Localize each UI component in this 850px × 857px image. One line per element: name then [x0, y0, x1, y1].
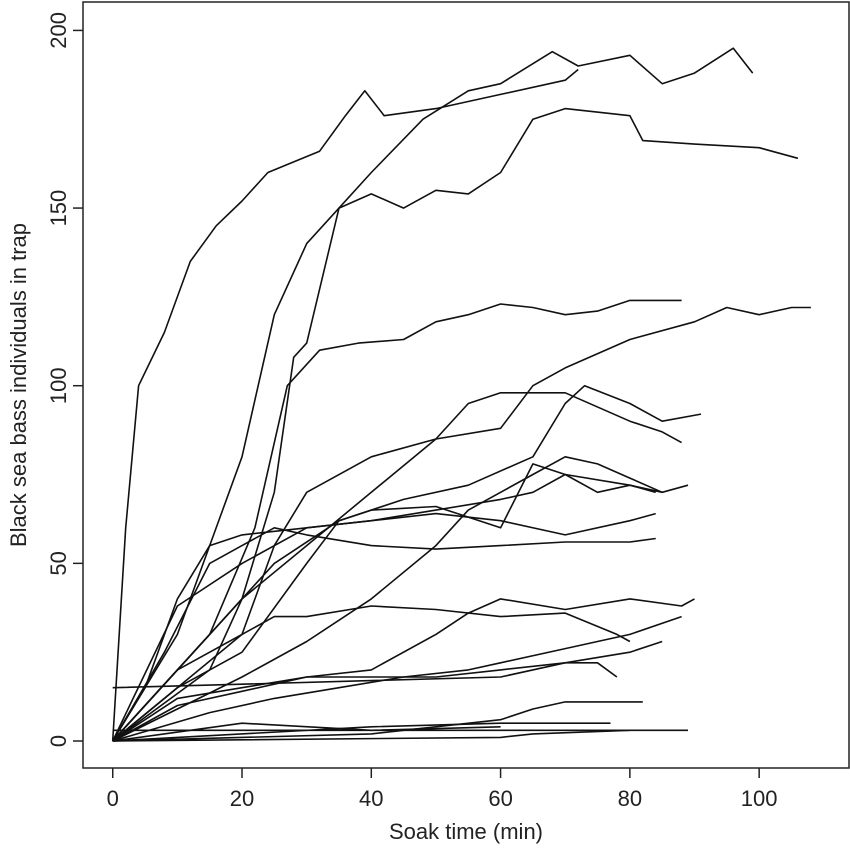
series-line [112, 306, 811, 742]
x-tick-label: 60 [488, 786, 512, 811]
series-line [112, 701, 643, 742]
series-line [112, 615, 682, 742]
y-tick-label: 50 [46, 551, 71, 575]
series-line [112, 605, 631, 742]
series-line [112, 722, 501, 742]
x-tick-label: 20 [230, 786, 254, 811]
x-tick-label: 40 [359, 786, 383, 811]
series-line [112, 640, 663, 689]
series-line [112, 512, 656, 742]
series-line [112, 729, 630, 742]
x-axis-title: Soak time (min) [389, 819, 543, 844]
plot-frame [82, 1, 850, 769]
y-tick-label: 0 [46, 735, 71, 747]
x-tick-label: 80 [618, 786, 642, 811]
x-tick-label: 0 [107, 786, 119, 811]
y-tick-label: 150 [46, 190, 71, 227]
series-line [112, 299, 682, 742]
series-line [112, 384, 702, 742]
series-line [112, 392, 682, 742]
series-line [112, 722, 611, 742]
x-tick-label: 100 [741, 786, 778, 811]
series-line [112, 527, 656, 742]
y-tick-label: 100 [46, 367, 71, 404]
series-line [112, 598, 695, 742]
y-tick-label: 200 [46, 12, 71, 49]
series-line [111, 68, 579, 742]
series-line [112, 463, 656, 742]
y-axis-title: Black sea bass individuals in trap [6, 223, 31, 547]
series-line [112, 47, 754, 742]
series-line [112, 107, 799, 742]
series-line [112, 662, 618, 742]
series-line [111, 473, 663, 742]
series-line [112, 456, 689, 742]
